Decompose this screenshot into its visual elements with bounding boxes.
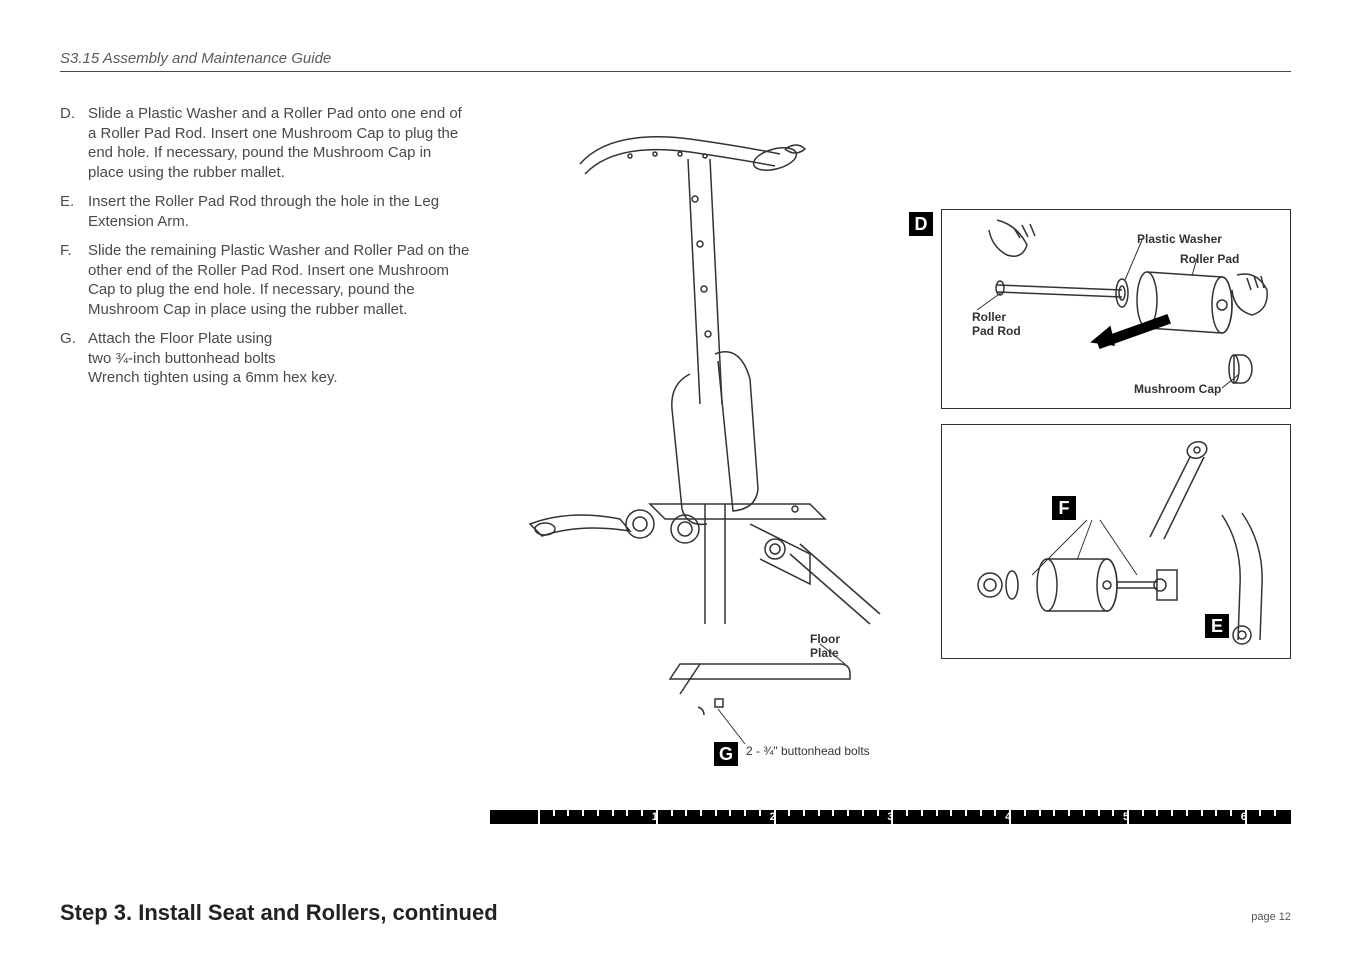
step-item: E. Insert the Roller Pad Rod through the… <box>60 192 470 231</box>
header-rule <box>60 71 1291 72</box>
callout-box-d: Plastic Washer Roller Pad Roller Pad Rod… <box>941 209 1291 409</box>
badge-e: E <box>1205 614 1229 638</box>
ruler-tick <box>921 810 923 816</box>
diagram-column: Plastic Washer Roller Pad Roller Pad Rod… <box>490 104 1291 824</box>
label-plastic-washer: Plastic Washer <box>1137 232 1222 246</box>
ruler-tick <box>936 810 938 816</box>
ruler-tick <box>832 810 834 816</box>
step-letter: D. <box>60 104 88 182</box>
ruler-tick <box>950 810 952 816</box>
footer-page-number: page 12 <box>1251 911 1291 923</box>
ruler-tick <box>612 810 614 816</box>
page-footer: Step 3. Install Seat and Rollers, contin… <box>60 900 1291 926</box>
ruler-tick <box>671 810 673 816</box>
ruler-tick <box>744 810 746 816</box>
label-floor-plate: Floor Plate <box>810 632 840 660</box>
step-text: Slide the remaining Plastic Washer and R… <box>88 241 470 319</box>
ruler-tick <box>597 810 599 816</box>
ruler-tick <box>818 810 820 816</box>
content-row: D. Slide a Plastic Washer and a Roller P… <box>60 104 1291 824</box>
step-text: Slide a Plastic Washer and a Roller Pad … <box>88 104 470 182</box>
ruler-tick <box>980 810 982 816</box>
ruler-tick <box>803 810 805 816</box>
ruler-tick <box>700 810 702 816</box>
ruler-tick <box>1215 810 1217 816</box>
ruler-number: 4 <box>1005 810 1011 824</box>
ruler-tick <box>1201 810 1203 816</box>
ruler-tick <box>685 810 687 816</box>
step-letter: G. <box>60 329 88 388</box>
ruler-tick <box>1171 810 1173 816</box>
ruler-tick <box>877 810 879 816</box>
step-item: F. Slide the remaining Plastic Washer an… <box>60 241 470 319</box>
ruler-tick <box>862 810 864 816</box>
diagram-area: Plastic Washer Roller Pad Roller Pad Rod… <box>490 104 1291 824</box>
ruler-tick <box>1112 810 1114 816</box>
ruler-tick <box>1068 810 1070 816</box>
ruler-tick <box>965 810 967 816</box>
step-item: G. Attach the Floor Plate using two ¾-in… <box>60 329 470 388</box>
ruler-tick <box>1024 810 1026 816</box>
label-roller-pad: Roller Pad <box>1180 252 1239 266</box>
doc-header-title: S3.15 Assembly and Maintenance Guide <box>60 50 1291 71</box>
ruler-tick <box>1156 810 1158 816</box>
ruler-tick <box>1039 810 1041 816</box>
step-text: Attach the Floor Plate using two ¾-inch … <box>88 329 470 388</box>
ruler-tick <box>1186 810 1188 816</box>
ruler-tick <box>715 810 717 816</box>
callout-box-ef <box>941 424 1291 659</box>
ruler-number: 2 <box>770 810 776 824</box>
ruler-tick <box>553 810 555 816</box>
step-letter: E. <box>60 192 88 231</box>
instructions-column: D. Slide a Plastic Washer and a Roller P… <box>60 104 470 824</box>
label-roller-pad-rod: Roller Pad Rod <box>972 310 1021 338</box>
label-bolts-note: 2 - ¾" buttonhead bolts <box>746 744 870 758</box>
ruler-tick <box>567 810 569 816</box>
ruler-tick <box>626 810 628 816</box>
ruler-tick <box>759 810 761 816</box>
ruler-tick <box>729 810 731 816</box>
ruler-number: 5 <box>1123 810 1129 824</box>
detail-ef-illustration <box>942 425 1292 660</box>
label-mushroom-cap: Mushroom Cap <box>1134 382 1221 396</box>
ruler-tick <box>641 810 643 816</box>
step-text: Insert the Roller Pad Rod through the ho… <box>88 192 470 231</box>
ruler-tick <box>847 810 849 816</box>
step-list: D. Slide a Plastic Washer and a Roller P… <box>60 104 470 388</box>
ruler-tick <box>788 810 790 816</box>
step-item: D. Slide a Plastic Washer and a Roller P… <box>60 104 470 182</box>
ruler-tick <box>994 810 996 816</box>
badge-f: F <box>1052 496 1076 520</box>
ruler-tick <box>1274 810 1276 816</box>
step-letter: F. <box>60 241 88 319</box>
ruler-scale: 1 2 3 4 5 6 <box>490 810 1291 824</box>
ruler-number: 1 <box>652 810 658 824</box>
ruler-tick <box>538 810 540 824</box>
footer-step-title: Step 3. Install Seat and Rollers, contin… <box>60 900 498 926</box>
ruler-tick <box>1083 810 1085 816</box>
ruler-number: 6 <box>1241 810 1247 824</box>
ruler-tick <box>1053 810 1055 816</box>
badge-g: G <box>714 742 738 766</box>
ruler-tick <box>1098 810 1100 816</box>
ruler-tick <box>906 810 908 816</box>
ruler-tick <box>582 810 584 816</box>
ruler-tick <box>1142 810 1144 816</box>
badge-d: D <box>909 212 933 236</box>
ruler-tick <box>1230 810 1232 816</box>
ruler-number: 3 <box>887 810 893 824</box>
ruler-tick <box>1259 810 1261 816</box>
